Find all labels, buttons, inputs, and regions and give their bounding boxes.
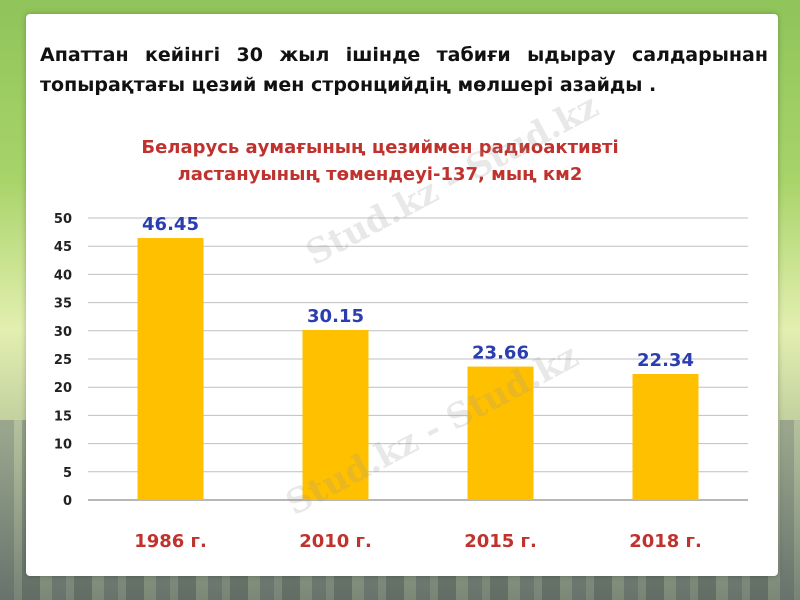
x-category-label: 2018 г. [629,531,702,552]
bar [467,366,534,500]
bar-value-label: 22.34 [637,350,694,371]
bar [632,374,699,500]
bar-value-label: 46.45 [142,214,199,235]
bar [137,238,204,500]
y-tick-label: 25 [54,353,72,368]
y-tick-label: 20 [54,381,72,396]
y-tick-label: 50 [54,212,72,227]
bar-value-label: 23.66 [472,343,529,364]
chart-title: Беларусь аумағының цезиймен радиоактивті… [141,137,619,185]
y-tick-label: 30 [54,325,72,340]
bar [302,329,369,500]
slide-headline: Апаттан кейінгі 30 жыл ішінде табиғи ыды… [40,44,768,96]
y-tick-label: 35 [54,297,72,312]
y-tick-label: 45 [54,240,72,255]
y-tick-label: 10 [54,438,72,453]
x-category-label: 2010 г. [299,531,372,552]
x-category-label: 2015 г. [464,531,537,552]
y-tick-label: 15 [54,409,72,424]
y-tick-label: 40 [54,268,72,283]
x-category-label: 1986 г. [134,531,207,552]
y-tick-label: 5 [63,466,72,481]
y-tick-label: 0 [63,494,72,509]
bar-value-label: 30.15 [307,306,364,327]
